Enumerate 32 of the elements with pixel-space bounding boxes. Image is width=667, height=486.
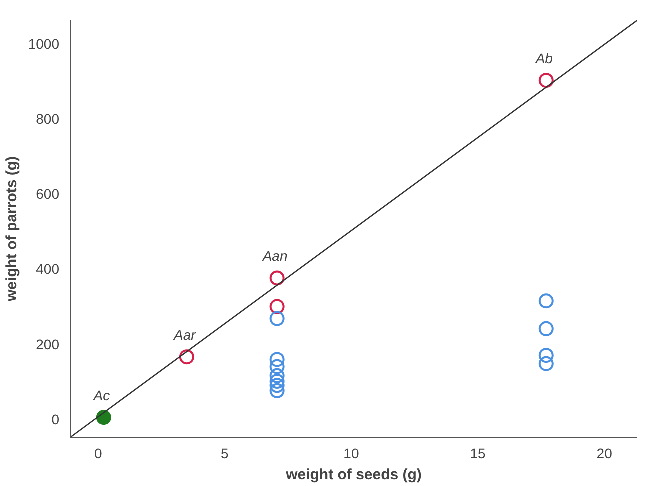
y-tick-label: 0 [52, 411, 60, 428]
annotation: Aar [173, 327, 198, 344]
annotation: Aan [262, 248, 288, 264]
y-axis-title: weight of parrots (g) [3, 156, 20, 302]
y-tick-label: 800 [36, 110, 60, 127]
x-tick-label: 20 [596, 446, 613, 462]
y-tick-label: 600 [36, 186, 60, 202]
point [270, 383, 285, 398]
point [270, 270, 285, 286]
x-tick-label: 5 [221, 446, 230, 462]
point [538, 356, 554, 372]
point [270, 299, 285, 314]
point [270, 368, 285, 384]
point [179, 350, 194, 365]
point [270, 374, 285, 390]
point [538, 321, 554, 336]
point [270, 352, 285, 368]
point [538, 348, 554, 364]
x-tick-label: 15 [470, 446, 486, 462]
y-tick-label: 1000 [28, 36, 60, 52]
y-tick-label: 200 [36, 336, 60, 352]
x-axis-title: weight of seeds (g) [285, 466, 422, 484]
point [538, 294, 554, 309]
point [538, 73, 554, 88]
point [270, 311, 285, 326]
x-tick-label: 10 [344, 446, 360, 462]
y-tick-label: 400 [36, 261, 60, 278]
point [270, 359, 285, 374]
annotation: Ab [534, 50, 554, 67]
x-tick-label: 0 [94, 446, 102, 462]
annotation: Ac [92, 388, 110, 404]
point [270, 378, 285, 394]
